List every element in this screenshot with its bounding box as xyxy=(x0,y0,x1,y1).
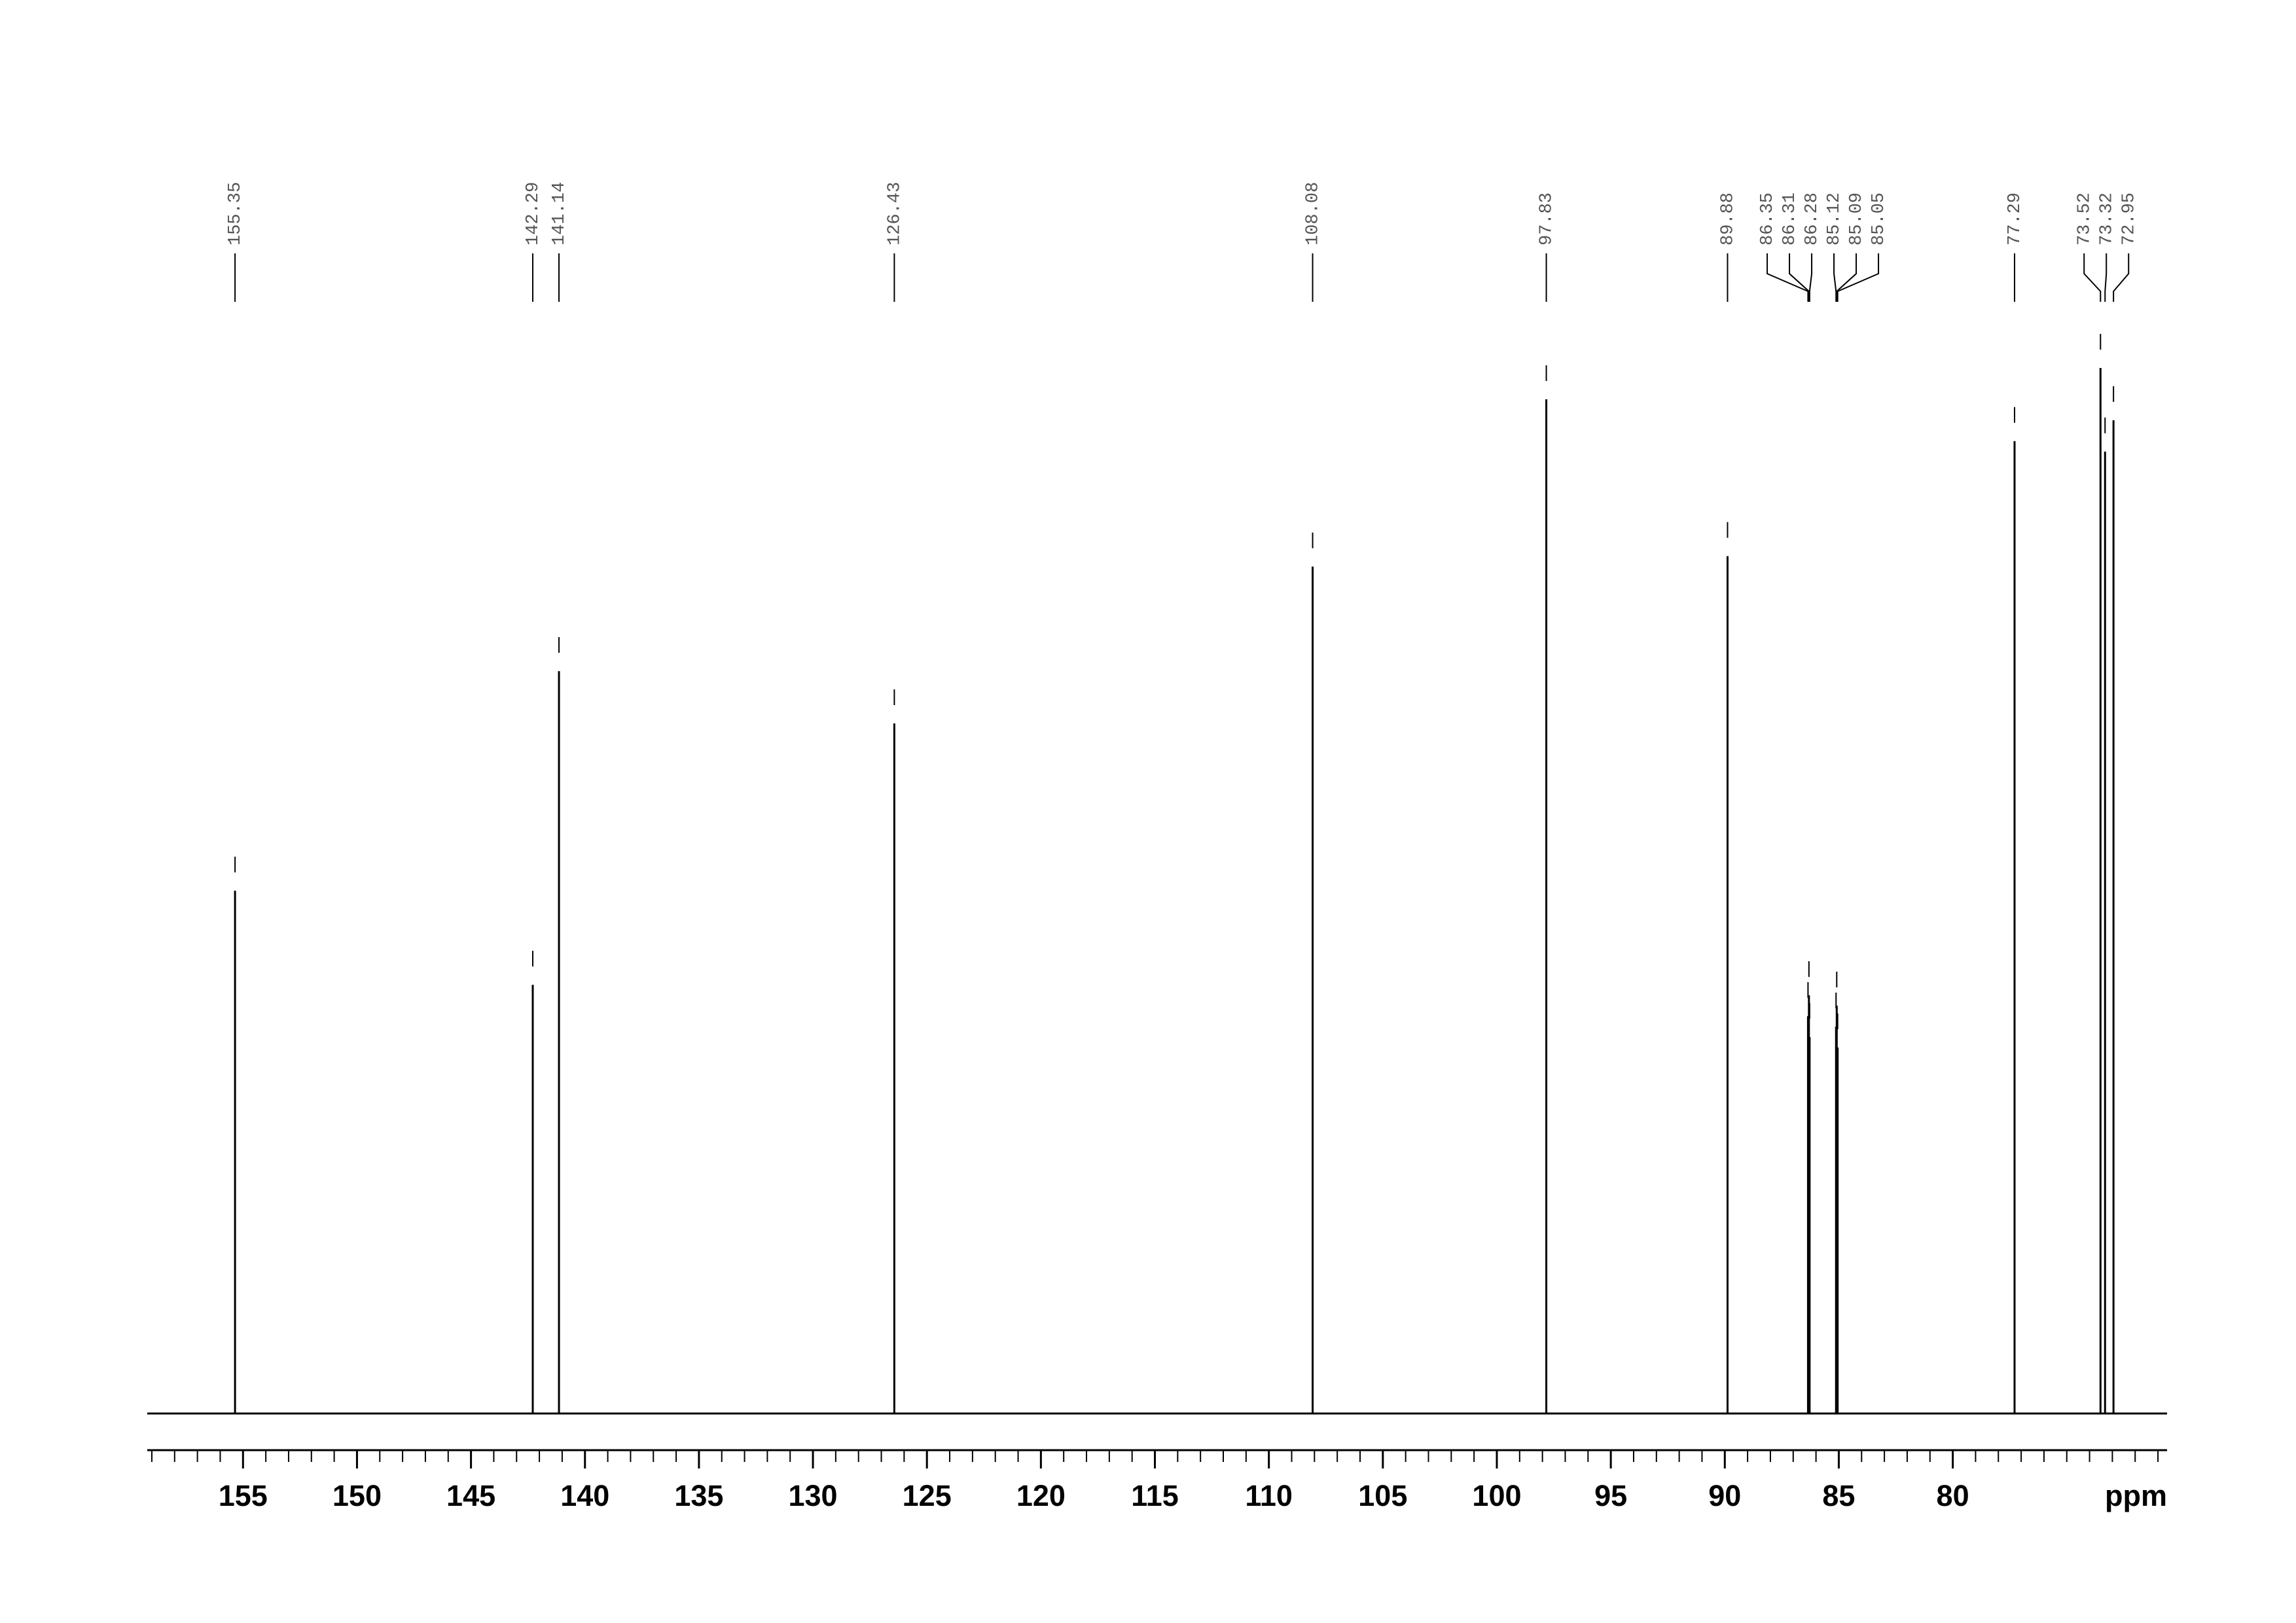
label-connector xyxy=(1836,253,1857,302)
peak-label: 85.09 xyxy=(1847,192,1867,246)
label-connector xyxy=(2104,253,2108,302)
x-tick-label: 115 xyxy=(1131,1479,1179,1512)
label-connector xyxy=(1767,253,1809,302)
label-connector xyxy=(1837,253,1880,302)
x-tick-label: 85 xyxy=(1822,1479,1855,1512)
x-tick-label: 125 xyxy=(903,1479,952,1512)
label-connector xyxy=(1808,253,1813,302)
x-tick-label: 130 xyxy=(789,1479,838,1512)
x-tick-label: 145 xyxy=(446,1479,495,1512)
x-tick-label: 90 xyxy=(1708,1479,1741,1512)
label-connector xyxy=(2113,253,2130,302)
peak-label: 89.88 xyxy=(1719,192,1738,246)
label-connector xyxy=(2083,253,2102,302)
x-tick-label: 110 xyxy=(1245,1479,1293,1512)
x-tick-label: 155 xyxy=(219,1479,268,1512)
label-connector xyxy=(1789,253,1810,302)
x-tick-label: 100 xyxy=(1472,1479,1521,1512)
peak-label: 73.32 xyxy=(2097,192,2117,246)
peak-label: 155.35 xyxy=(226,182,245,246)
peak-label: 73.52 xyxy=(2075,192,2094,246)
peak-label: 77.29 xyxy=(2005,192,2025,246)
x-tick-label: 150 xyxy=(332,1479,382,1512)
label-connector xyxy=(1833,253,1837,302)
peak-label: 86.35 xyxy=(1758,192,1778,246)
x-tick-label: 105 xyxy=(1358,1479,1407,1512)
peak-label: 126.43 xyxy=(886,182,905,246)
x-tick-label: 120 xyxy=(1016,1479,1066,1512)
peak-label: 86.31 xyxy=(1780,192,1800,246)
peak-label: 86.28 xyxy=(1803,192,1822,246)
x-tick-label: 140 xyxy=(560,1479,609,1512)
peak-label: 141.14 xyxy=(550,182,569,246)
peak-label: 85.12 xyxy=(1825,192,1844,246)
peak-label: 72.95 xyxy=(2119,192,2139,246)
x-tick-label: 95 xyxy=(1594,1479,1627,1512)
peak-label: 97.83 xyxy=(1537,192,1557,246)
peak-label: 142.29 xyxy=(524,182,543,246)
x-tick-label: 80 xyxy=(1937,1479,1969,1512)
x-tick-label: 135 xyxy=(674,1479,723,1512)
x-axis-label: ppm xyxy=(2105,1479,2167,1512)
peak-label: 85.05 xyxy=(1869,192,1889,246)
peak-label: 108.08 xyxy=(1304,182,1323,246)
